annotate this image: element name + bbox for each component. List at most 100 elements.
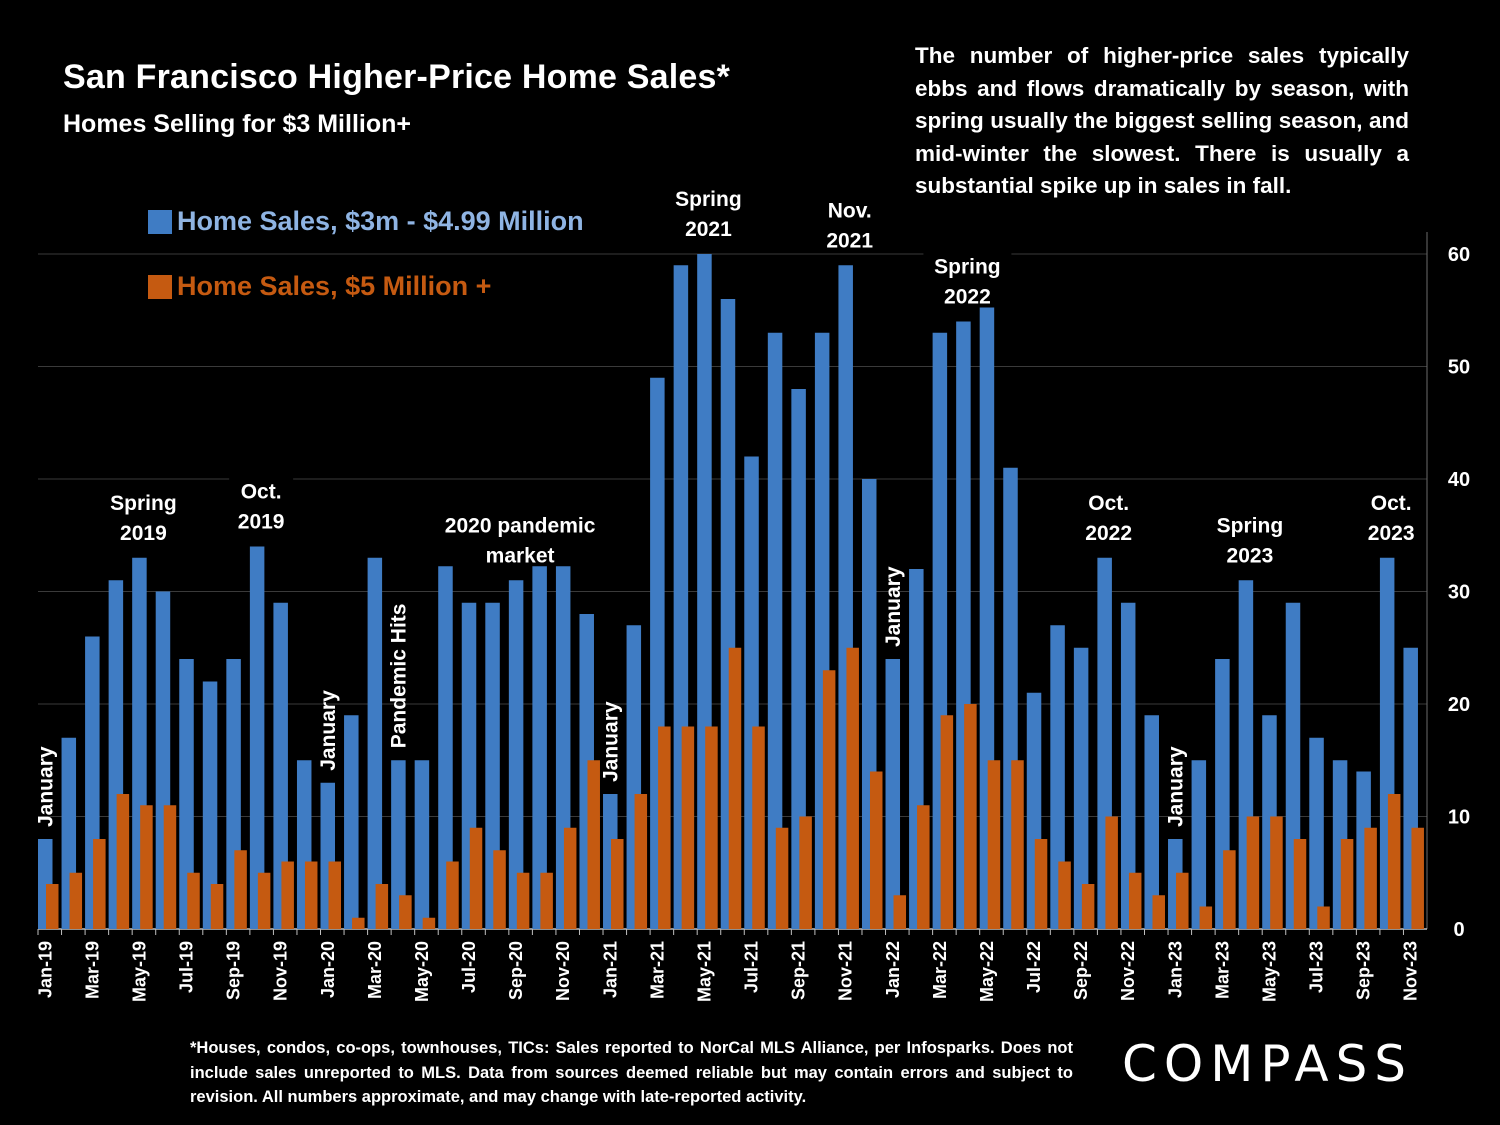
bar-series-2 (446, 861, 459, 929)
y-tick-label: 0 (1453, 919, 1464, 941)
bar-series-2 (93, 839, 106, 929)
x-tick-label: Jan-20 (318, 941, 338, 998)
bar-series-2 (1293, 839, 1307, 929)
x-tick-label: Sep-23 (1354, 941, 1374, 1000)
x-tick-label: Jul-22 (1024, 941, 1044, 993)
bar-series-2 (587, 760, 600, 929)
bar-series-1 (485, 602, 500, 929)
bar-series-1 (249, 546, 265, 929)
bar-series-2 (1152, 895, 1165, 929)
chart-subtitle: Homes Selling for $3 Million+ (63, 110, 411, 138)
x-tick-label: Nov-22 (1118, 941, 1138, 1001)
bar-series-2 (893, 895, 907, 929)
x-tick-label: May-22 (977, 941, 997, 1002)
bar-series-2 (116, 794, 130, 929)
bar-series-2 (163, 805, 177, 929)
x-tick-label: Jul-23 (1307, 941, 1327, 993)
bar-series-1 (1309, 737, 1324, 929)
bar-series-2 (399, 895, 412, 929)
bar-series-2 (1034, 839, 1048, 929)
bar-series-2 (1387, 794, 1401, 929)
annotation-label: Pandemic Hits (387, 604, 410, 749)
x-tick-label: Jan-21 (600, 941, 620, 998)
bar-series-1 (1050, 625, 1065, 929)
bar-series-2 (917, 805, 930, 929)
x-tick-label: Nov-23 (1401, 941, 1421, 1001)
annotation-label: Spring (934, 256, 1001, 279)
annotation-label: Oct. (241, 481, 282, 504)
bar-series-2 (304, 861, 318, 929)
chart-title: San Francisco Higher-Price Home Sales* (63, 58, 731, 96)
bar-series-1 (273, 602, 288, 929)
annotation-backdrop (1076, 479, 1141, 544)
x-tick-label: May-21 (694, 941, 714, 1002)
x-tick-label: Nov-20 (553, 941, 573, 1001)
y-tick-label: 50 (1448, 357, 1470, 379)
x-tick-label: Nov-21 (836, 941, 856, 1001)
annotation-backdrop (229, 468, 294, 533)
x-tick-label: Nov-19 (271, 941, 291, 1001)
bar-series-2 (1411, 827, 1424, 929)
bar-series-1 (344, 715, 359, 929)
y-tick-label: 20 (1448, 694, 1470, 716)
bar-series-2 (69, 872, 83, 929)
bar-series-1 (179, 659, 194, 929)
x-tick-label: Mar-19 (82, 941, 102, 999)
annotation-label: January (1164, 746, 1187, 827)
x-tick-label: Sep-21 (789, 941, 809, 1000)
x-tick-label: Mar-21 (647, 941, 667, 999)
bar-series-2 (140, 805, 153, 929)
y-tick-label: 40 (1448, 469, 1470, 491)
bar-series-2 (1058, 861, 1071, 929)
bar-series-2 (634, 794, 648, 929)
x-tick-label: Sep-19 (224, 941, 244, 1000)
bar-series-2 (681, 726, 695, 929)
legend-label-series-2: Home Sales, $5 Million + (177, 271, 492, 301)
bar-series-2 (987, 760, 1001, 929)
bar-series-1 (791, 389, 806, 929)
legend-label-series-1: Home Sales, $3m - $4.99 Million (177, 206, 584, 236)
bar-series-1 (885, 659, 901, 929)
bar-series-2 (352, 917, 365, 929)
annotation-backdrop (664, 176, 753, 240)
annotation-label: 2019 (120, 522, 167, 545)
annotation-label: 2023 (1368, 522, 1415, 545)
x-tick-label: Jan-23 (1165, 941, 1185, 998)
bar-series-1 (1120, 602, 1136, 929)
annotation-label: Spring (675, 188, 742, 211)
x-tick-label: May-19 (129, 941, 149, 1002)
bar-series-2 (705, 726, 718, 929)
bar-series-1 (1191, 760, 1207, 929)
annotation-label: 2019 (238, 511, 285, 534)
x-tick-label: Sep-20 (506, 941, 526, 1000)
annotation-label: Oct. (1371, 492, 1412, 515)
bar-series-2 (1364, 827, 1377, 929)
bar-series-2 (516, 872, 530, 929)
bar-series-1 (767, 332, 783, 929)
bar-series-2 (1246, 816, 1260, 929)
annotation-label: January (882, 566, 905, 647)
annotation-label: Spring (110, 492, 177, 515)
bar-series-2 (1128, 872, 1142, 929)
annotation-label: January (599, 701, 622, 782)
bar-series-2 (775, 827, 789, 929)
y-tick-label: 60 (1448, 244, 1470, 266)
bar-series-2 (1317, 906, 1330, 929)
bar-series-1 (367, 557, 383, 929)
legend-item-series-1: Home Sales, $3m - $4.99 Million (148, 206, 584, 237)
annotation-label: Spring (1217, 514, 1284, 537)
commentary-note: The number of higher-price sales typical… (915, 43, 1409, 198)
annotation-label: January (34, 746, 57, 827)
bar-series-1 (1073, 647, 1089, 929)
bar-series-2 (1270, 816, 1283, 929)
bar-series-2 (1223, 850, 1236, 929)
bar-series-1 (391, 760, 406, 929)
annotation-backdrop (923, 243, 1012, 308)
legend-swatch-series-2 (148, 274, 172, 299)
x-tick-label: Jul-19 (177, 941, 197, 993)
bar-series-2 (234, 850, 247, 929)
bar-series-2 (375, 884, 389, 929)
bar-series-2 (257, 872, 271, 929)
annotation-label: market (486, 544, 555, 567)
bar-series-2 (1176, 872, 1189, 929)
